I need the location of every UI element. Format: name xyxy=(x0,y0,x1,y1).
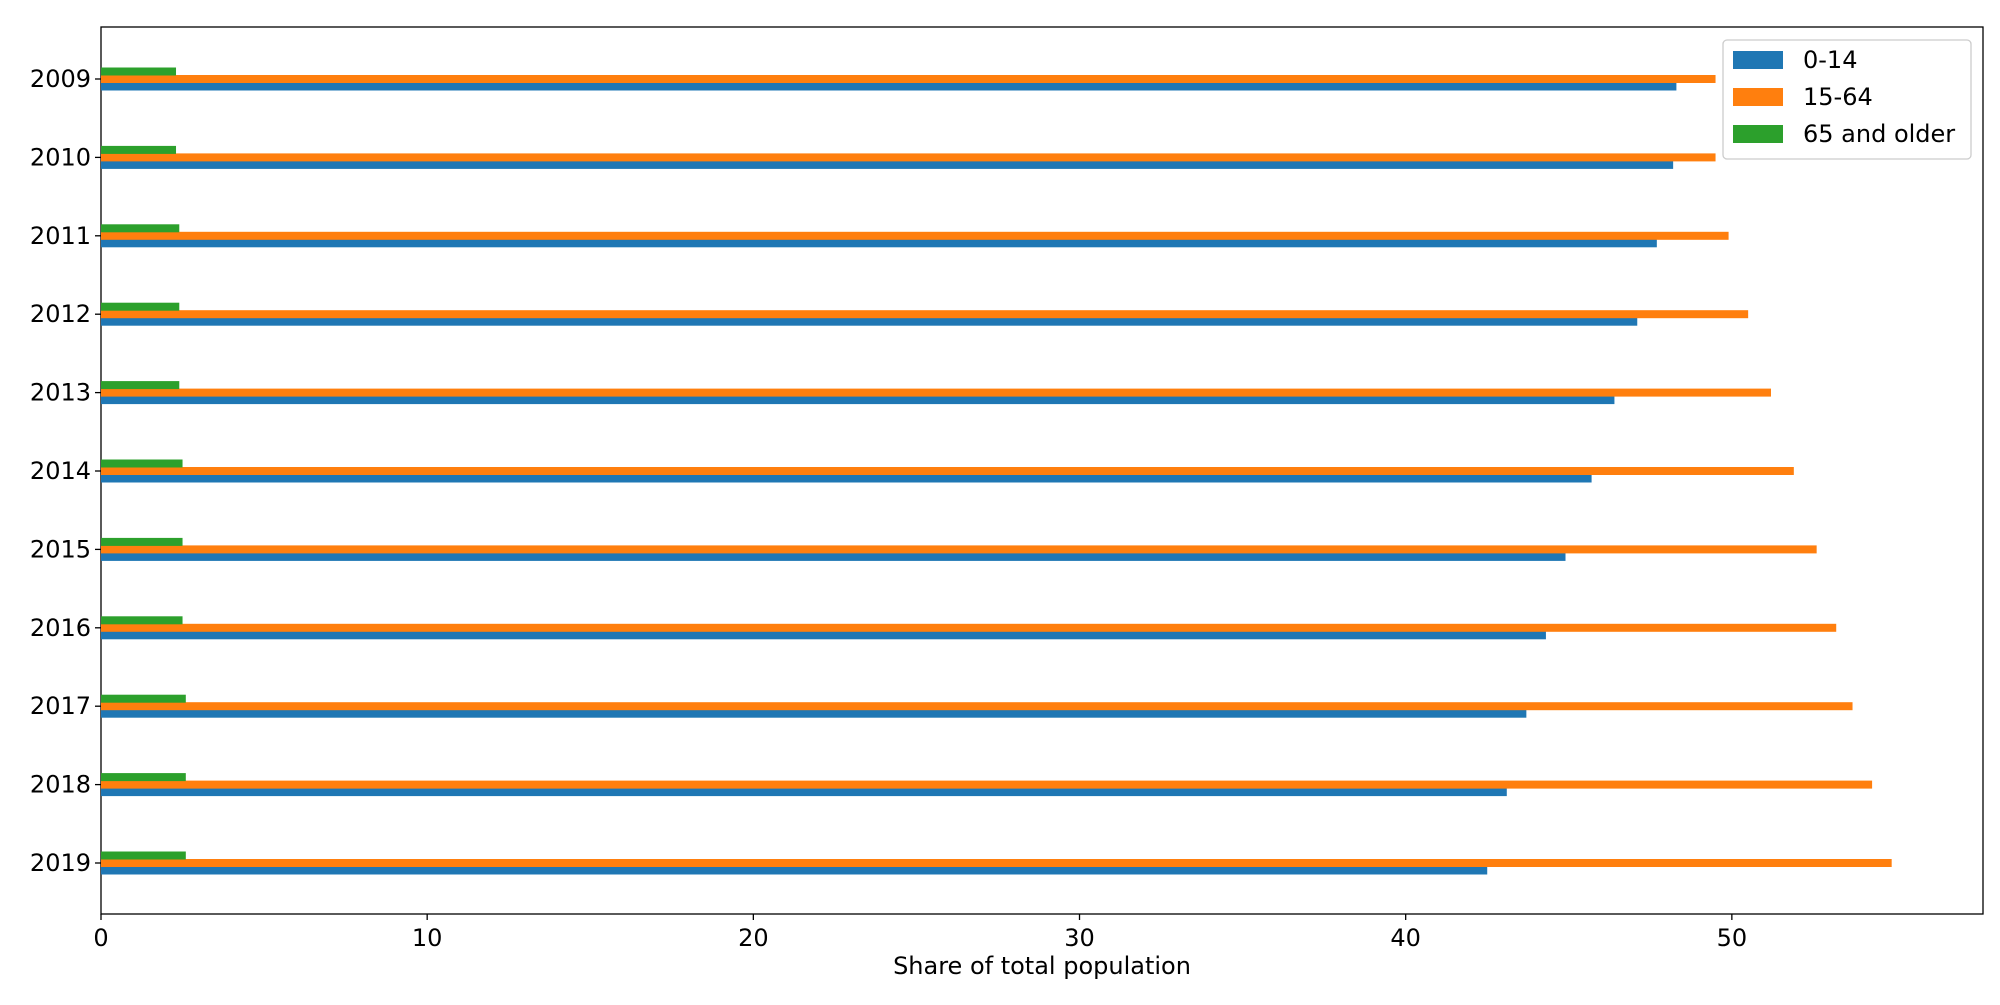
legend-box xyxy=(1722,39,1972,160)
bar-2014-series-1 xyxy=(101,467,1794,475)
bar-2013-series-2 xyxy=(101,381,180,390)
x-axis-label: Share of total population xyxy=(893,952,1191,980)
bar-2015-series-1 xyxy=(101,545,1817,554)
legend-swatch-0 xyxy=(1733,51,1783,69)
bar-2016-series-1 xyxy=(101,623,1837,632)
bar-2010-series-1 xyxy=(101,153,1716,162)
y-tick-label: 2012 xyxy=(30,300,91,328)
y-tick-label: 2015 xyxy=(30,535,91,563)
x-tick-label: 20 xyxy=(738,924,769,952)
x-tick-label: 10 xyxy=(412,924,443,952)
y-tick-label: 2009 xyxy=(30,65,91,93)
y-tick-label: 2016 xyxy=(30,614,91,642)
bar-2014-series-0 xyxy=(101,474,1592,483)
bar-2017-series-0 xyxy=(101,709,1527,718)
bar-2009-series-0 xyxy=(101,82,1677,91)
legend-label-0: 0-14 xyxy=(1803,46,1857,74)
legend-label-2: 65 and older xyxy=(1803,120,1955,148)
y-tick-label: 2017 xyxy=(30,692,91,720)
legend: 0-14 15-64 65 and older xyxy=(1722,39,1972,160)
bar-2011-series-1 xyxy=(101,231,1729,240)
bar-2016-series-0 xyxy=(101,631,1546,640)
y-tick-label: 2013 xyxy=(30,379,91,407)
bar-2012-series-0 xyxy=(101,317,1638,326)
legend-swatch-2 xyxy=(1733,125,1783,143)
bar-2012-series-1 xyxy=(101,310,1749,319)
bar-2011-series-2 xyxy=(101,224,180,233)
bar-2013-series-0 xyxy=(101,396,1615,405)
bar-2017-series-2 xyxy=(101,694,186,703)
legend-swatch-1 xyxy=(1733,88,1783,106)
bar-2011-series-0 xyxy=(101,239,1657,248)
bar-2018-series-1 xyxy=(101,780,1873,789)
x-tick-label: 50 xyxy=(1717,924,1748,952)
y-tick-label: 2010 xyxy=(30,143,91,171)
y-tick-label: 2011 xyxy=(30,222,91,250)
x-tick-label: 0 xyxy=(93,924,108,952)
bar-2018-series-0 xyxy=(101,788,1507,797)
bar-2010-series-2 xyxy=(101,145,177,154)
x-tick-label: 40 xyxy=(1390,924,1421,952)
bar-2016-series-2 xyxy=(101,616,183,625)
bar-2019-series-0 xyxy=(101,866,1488,875)
y-tick-label: 2019 xyxy=(30,849,91,877)
bar-2015-series-0 xyxy=(101,552,1566,561)
bar-2009-series-1 xyxy=(101,75,1716,83)
bar-2010-series-0 xyxy=(101,160,1674,169)
x-axis: 0 10 20 30 40 50 xyxy=(93,914,1747,952)
bar-2009-series-2 xyxy=(101,67,177,76)
bar-2013-series-1 xyxy=(101,388,1771,397)
bar-2015-series-2 xyxy=(101,537,183,546)
y-tick-label: 2018 xyxy=(30,771,91,799)
bar-2017-series-1 xyxy=(101,702,1853,711)
bar-2019-series-1 xyxy=(101,859,1892,867)
bar-2018-series-2 xyxy=(101,773,186,782)
legend-label-1: 15-64 xyxy=(1803,83,1873,111)
y-axis: 2009 2010 2011 2012 2013 2014 2015 2016 2017 2018… xyxy=(30,65,101,877)
bar-2014-series-2 xyxy=(101,459,183,468)
y-tick-label: 2014 xyxy=(30,457,91,485)
bar-2012-series-2 xyxy=(101,302,180,311)
bar-2019-series-2 xyxy=(101,851,186,860)
bars-layer xyxy=(101,67,1892,875)
x-tick-label: 30 xyxy=(1064,924,1095,952)
